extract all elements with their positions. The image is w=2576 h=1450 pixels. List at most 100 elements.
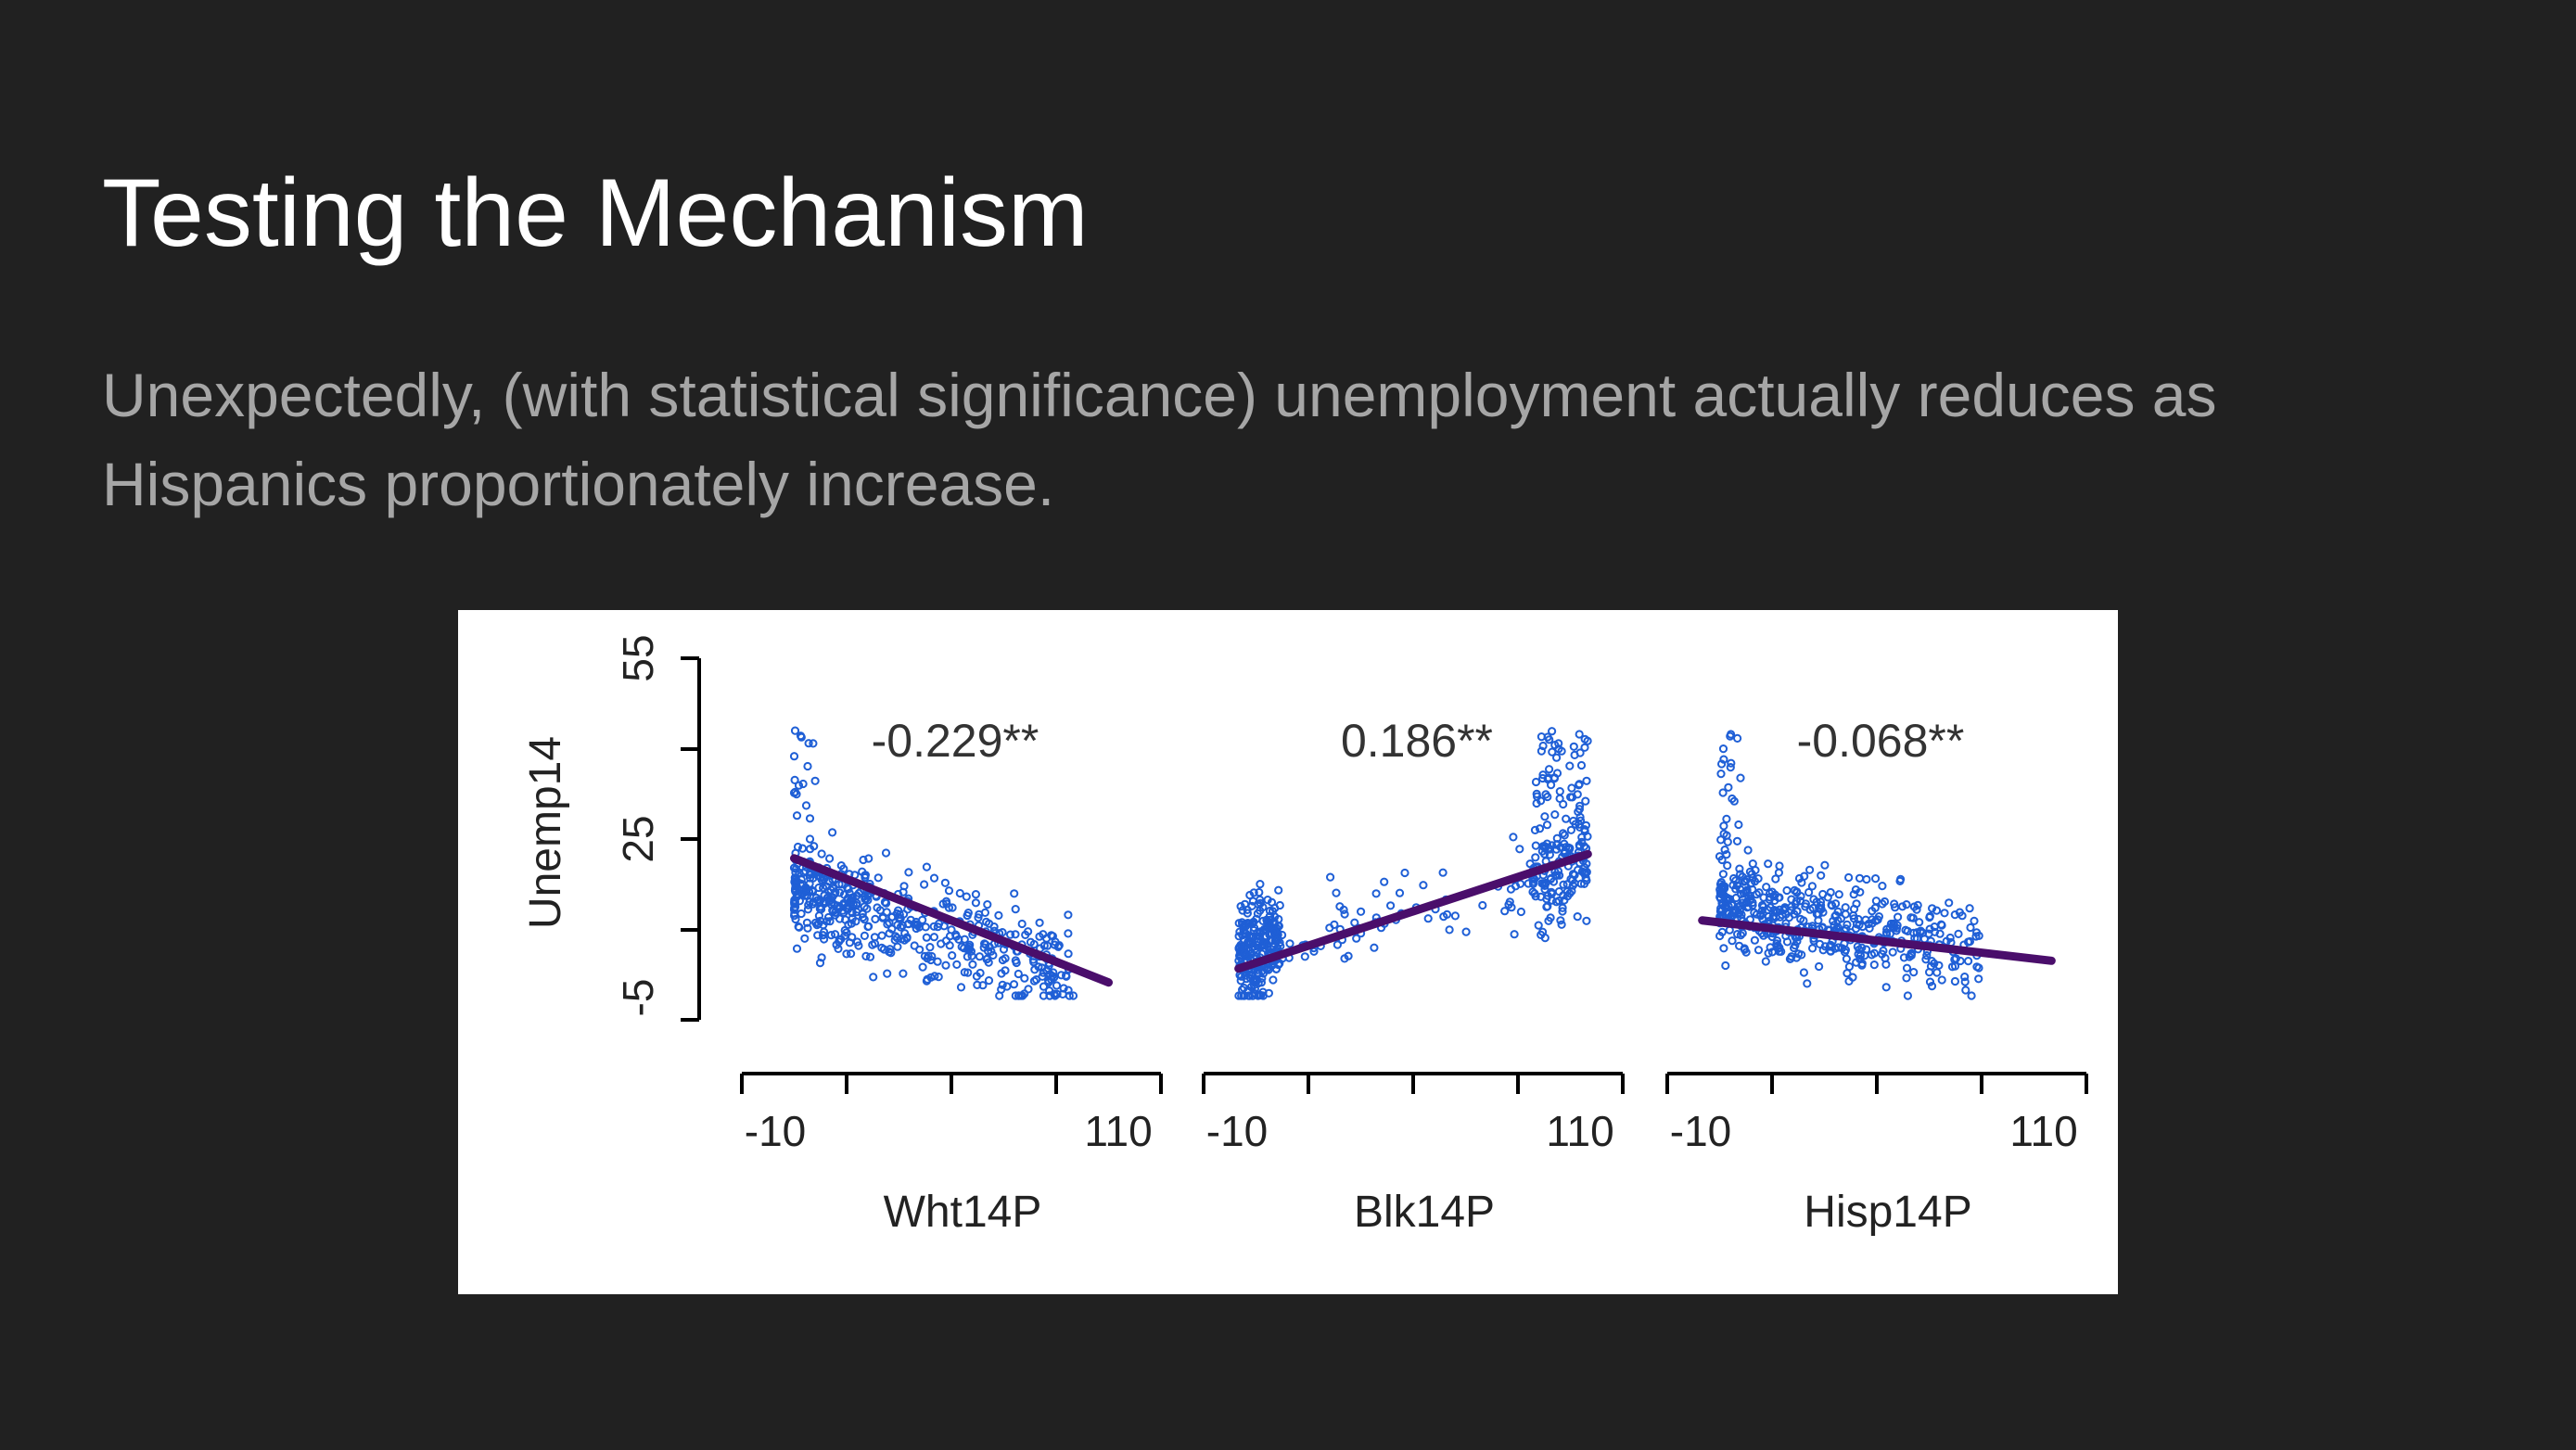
data-point [1808,944,1817,953]
data-point [1534,921,1543,930]
data-point [1868,907,1877,916]
data-point [1249,975,1258,985]
data-point [1972,962,1982,972]
data-point [1516,907,1526,917]
data-point [859,855,868,865]
data-point [1554,887,1564,897]
data-point [1724,782,1733,792]
data-point [835,914,845,923]
data-point [1721,898,1730,908]
data-point [1258,939,1268,948]
data-point [934,973,943,982]
data-point [1925,912,1934,922]
data-point [1371,889,1381,898]
data-point [1450,911,1460,921]
data-point [878,912,887,922]
data-point [1958,911,1967,921]
data-point [1500,907,1510,916]
data-point [1576,760,1587,770]
data-point [1344,951,1353,960]
data-point [1515,845,1524,854]
data-point [1809,895,1818,904]
data-point [1869,960,1879,970]
data-point [847,949,856,959]
data-point [861,895,870,904]
data-point [1541,790,1550,799]
data-point [1258,916,1268,925]
data-point [1858,922,1868,932]
data-point [825,854,835,863]
data-point [1770,890,1779,899]
data-point [1566,825,1576,834]
data-point [791,864,801,873]
data-point [956,983,966,992]
data-point [1011,930,1020,939]
data-point [1552,840,1562,849]
data-point [1248,991,1257,1000]
data-point [983,900,992,909]
data-point [1765,895,1774,904]
data-point [1235,927,1244,936]
data-point [1340,909,1349,919]
data-point [1757,900,1767,910]
data-point [803,905,812,914]
data-point [1048,932,1058,941]
data-point [1834,890,1843,899]
data-point [813,931,823,940]
data-point [1815,939,1825,948]
data-point [1064,986,1073,995]
data-point [1776,912,1785,922]
data-point [1265,906,1275,916]
data-point [1507,903,1516,912]
data-point [803,761,812,771]
data-point [1733,733,1742,743]
data-point [1548,747,1557,757]
data-point [1325,923,1334,933]
data-point [1065,991,1074,1000]
coefficient-label-Wht14P: -0.229** [872,715,1039,767]
data-point [1370,943,1379,952]
data-point [1275,900,1284,910]
data-point [1868,919,1877,928]
data-point [1820,860,1830,870]
data-point [1051,991,1060,1000]
data-point [895,914,904,923]
data-point [1854,914,1863,924]
data-point [952,960,962,969]
data-point [1754,888,1764,897]
data-point [1239,925,1248,935]
data-point [881,848,891,858]
data-point [792,790,801,799]
data-point [1719,944,1728,953]
data-point [1961,986,1970,995]
data-point [915,945,925,954]
data-point [1256,880,1265,889]
data-point [1582,916,1591,925]
data-point [963,946,973,955]
data-point [1438,868,1447,877]
data-point [1546,913,1555,922]
data-point [1925,968,1934,977]
data-point [1762,883,1771,892]
fit-line-Blk14P [1234,849,1592,973]
data-point [1815,904,1825,913]
data-point [1950,976,1960,986]
data-point [828,828,837,837]
data-point [1841,909,1850,919]
data-point [963,910,972,921]
data-point [852,908,861,917]
y-tick-label-25: 25 [614,815,662,862]
data-point [1575,805,1585,814]
data-point [1017,919,1027,929]
data-point [1039,982,1049,991]
data-point [1064,949,1073,959]
data-point [1805,905,1815,914]
x-tick-label-max-2: 110 [2009,1107,2077,1155]
data-point [874,873,883,883]
data-point [1899,953,1909,962]
data-point [985,919,994,928]
data-point [1757,906,1766,915]
data-point [896,922,905,932]
data-point [1029,939,1039,949]
data-point [963,968,973,977]
